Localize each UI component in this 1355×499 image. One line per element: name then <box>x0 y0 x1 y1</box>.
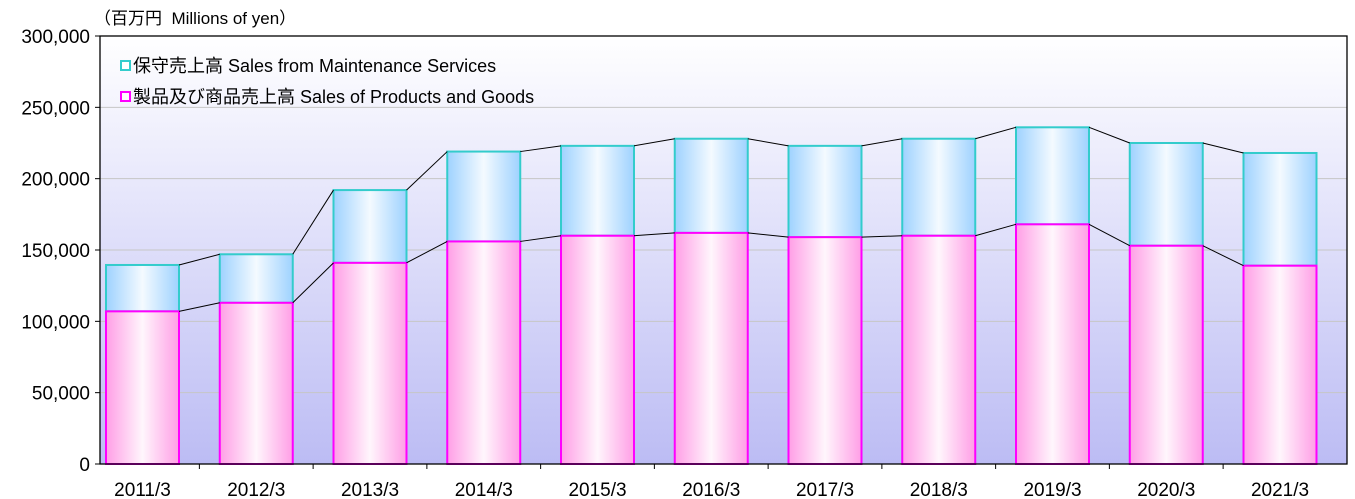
products-bar-2014-3 <box>446 240 522 465</box>
products-series-line <box>747 232 789 238</box>
maintenance-bar-2021-3 <box>1242 151 1318 267</box>
maintenance-bar-2011-3 <box>105 263 180 313</box>
maintenance-bar-2016-3 <box>673 137 749 234</box>
products-bar-2019-3 <box>1015 223 1090 465</box>
x-tick-label-2015-3: 2015/3 <box>568 480 626 499</box>
maintenance-series-line <box>406 151 448 191</box>
maintenance-series-line <box>1088 126 1130 144</box>
products-series-line <box>1202 245 1244 267</box>
maintenance-bar-2019-3 <box>1015 126 1090 226</box>
products-series-line <box>1088 223 1130 247</box>
products-series-line <box>861 235 903 238</box>
maintenance-series-line <box>520 145 562 153</box>
products-bar-2013-3 <box>332 261 408 465</box>
maintenance-series-line <box>1202 142 1244 154</box>
legend-item-maintenance: 保守売上高 Sales from Maintenance Services <box>120 56 496 76</box>
products-bar-2011-3 <box>105 310 180 466</box>
x-tick-label-2021-3: 2021/3 <box>1251 480 1309 499</box>
products-series-line <box>292 262 334 304</box>
maintenance-series-line <box>747 138 789 147</box>
products-bar-2017-3 <box>787 236 863 465</box>
x-axis: 2011/3 2012/3 2013/3 2014/3 2015/3 2016/3 2017… <box>114 464 1309 499</box>
x-tick-label-2013-3: 2013/3 <box>341 480 399 499</box>
products-series-line <box>406 240 448 264</box>
x-tick-label-2018-3: 2018/3 <box>910 480 968 499</box>
y-tick-label: 250,000 <box>21 98 90 119</box>
x-tick-label-2011-3: 2011/3 <box>114 480 171 499</box>
products-series-line <box>633 232 675 237</box>
maintenance-bar-2012-3 <box>218 253 294 304</box>
x-tick-label-2014-3: 2014/3 <box>455 480 513 499</box>
products-bar-2012-3 <box>218 301 294 465</box>
bars <box>105 126 1318 466</box>
unit-label: （百万円 Millions of yen） <box>94 9 296 28</box>
maintenance-bar-2014-3 <box>446 150 522 243</box>
maintenance-bar-2018-3 <box>901 137 977 237</box>
maintenance-series-line <box>633 138 675 147</box>
legend-swatch-maintenance <box>120 60 131 71</box>
maintenance-bar-2013-3 <box>332 189 408 264</box>
y-tick-label: 100,000 <box>21 312 90 333</box>
x-tick-label-2020-3: 2020/3 <box>1137 480 1195 499</box>
products-bar-2015-3 <box>560 234 635 465</box>
maintenance-bar-2015-3 <box>560 144 635 237</box>
products-series-line <box>975 223 1017 237</box>
products-bar-2018-3 <box>901 234 977 465</box>
products-bar-2021-3 <box>1242 264 1318 465</box>
legend-swatch-products <box>120 91 131 102</box>
legend-item-products: 製品及び商品売上高 Sales of Products and Goods <box>120 87 534 107</box>
x-tick-label-2012-3: 2012/3 <box>227 480 285 499</box>
y-tick-label: 150,000 <box>21 241 90 262</box>
products-series-line <box>178 302 220 312</box>
y-tick-label: 0 <box>79 455 90 476</box>
maintenance-series-line <box>975 126 1017 140</box>
x-tick-label-2016-3: 2016/3 <box>682 480 740 499</box>
y-tick-label: 300,000 <box>21 27 90 48</box>
x-tick-label-2019-3: 2019/3 <box>1023 480 1081 499</box>
legend-label-maintenance: 保守売上高 Sales from Maintenance Services <box>133 56 496 76</box>
maintenance-bar-2020-3 <box>1128 142 1204 247</box>
maintenance-series-line <box>178 253 220 266</box>
maintenance-series-line <box>292 189 334 255</box>
series-lines <box>178 126 1244 312</box>
maintenance-series-line <box>861 138 903 147</box>
products-bar-2016-3 <box>673 231 749 465</box>
y-tick-label: 50,000 <box>32 384 90 405</box>
x-tick-label-2017-3: 2017/3 <box>796 480 854 499</box>
y-tick-label: 200,000 <box>21 170 90 191</box>
maintenance-bar-2017-3 <box>787 144 863 239</box>
legend-label-products: 製品及び商品売上高 Sales of Products and Goods <box>133 87 534 107</box>
products-bar-2020-3 <box>1128 244 1204 465</box>
y-axis: 0 50,000 100,000 150,000 200,000 250,000 300,0… <box>21 27 100 476</box>
products-series-line <box>520 235 562 242</box>
legend: 保守売上高 Sales from Maintenance Services 製品… <box>120 56 534 107</box>
